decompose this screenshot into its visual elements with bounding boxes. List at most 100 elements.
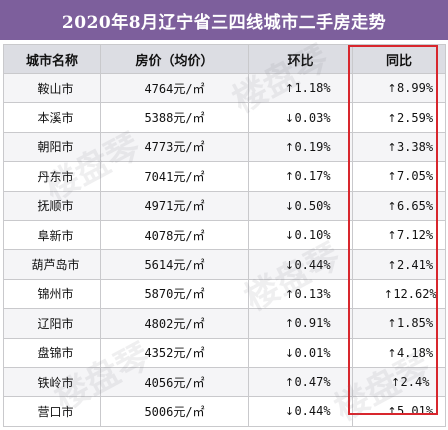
mom-value: 0.50% <box>294 198 331 213</box>
table-row: 抚顺市 4971元/㎡ ↓0.50% ↑6.65% <box>3 190 446 221</box>
mom-value: 1.18% <box>294 81 331 96</box>
table-row: 鞍山市 4764元/㎡ ↑1.18% ↑8.99% <box>3 72 446 104</box>
city-cell: 丹东市 <box>3 161 101 192</box>
mom-arrow-icon: ↓ <box>284 258 295 272</box>
yoy-value: 7.05% <box>396 169 434 184</box>
yoy-arrow-icon: ↑ <box>387 82 397 96</box>
mom-value: 0.19% <box>294 139 331 154</box>
yoy-cell: ↑8.99% <box>352 72 446 104</box>
city-cell: 朝阳市 <box>3 131 101 163</box>
mom-value: 0.91% <box>294 316 331 331</box>
price-cell: 5870元/㎡ <box>100 278 249 310</box>
yoy-arrow-icon: ↑ <box>387 346 397 360</box>
yoy-cell: ↑7.12% <box>352 219 446 251</box>
yoy-value: 12.62% <box>393 286 437 301</box>
yoy-value: 2.4% <box>400 375 430 390</box>
yoy-value: 8.99% <box>396 81 434 96</box>
yoy-value: 2.41% <box>396 257 434 272</box>
mom-cell: ↓0.10% <box>248 219 353 251</box>
mom-arrow-icon: ↑ <box>284 170 295 184</box>
price-cell: 5614元/㎡ <box>100 249 249 280</box>
yoy-cell: ↑2.4% <box>352 366 446 398</box>
city-cell: 本溪市 <box>3 102 101 133</box>
header-yoy: 同比 <box>352 44 446 74</box>
mom-cell: ↓0.50% <box>248 190 353 221</box>
yoy-cell: ↑12.62% <box>352 278 446 310</box>
mom-value: 0.44% <box>294 257 331 272</box>
mom-arrow-icon: ↓ <box>284 229 295 243</box>
mom-arrow-icon: ↑ <box>284 82 295 96</box>
table-row: 锦州市 5870元/㎡ ↑0.13% ↑12.62% <box>3 278 446 310</box>
mom-arrow-icon: ↓ <box>284 346 295 360</box>
city-cell: 鞍山市 <box>3 72 101 104</box>
mom-value: 0.47% <box>294 375 331 390</box>
city-cell: 葫芦岛市 <box>3 249 101 280</box>
yoy-arrow-icon: ↑ <box>387 229 397 243</box>
yoy-arrow-icon: ↑ <box>387 317 397 331</box>
table-row: 辽阳市 4802元/㎡ ↑0.91% ↑1.85% <box>3 308 446 339</box>
yoy-cell: ↑2.59% <box>352 102 446 133</box>
yoy-value: 3.38% <box>396 139 434 154</box>
price-cell: 4802元/㎡ <box>100 308 249 339</box>
header-price: 房价（均价） <box>100 44 249 74</box>
city-cell: 抚顺市 <box>3 190 101 221</box>
city-cell: 铁岭市 <box>3 366 101 398</box>
mom-arrow-icon: ↑ <box>284 317 295 331</box>
mom-cell: ↓0.03% <box>248 102 353 133</box>
price-cell: 4056元/㎡ <box>100 366 249 398</box>
yoy-arrow-icon: ↑ <box>387 111 397 125</box>
yoy-arrow-icon: ↑ <box>387 170 397 184</box>
mom-cell: ↓0.01% <box>248 337 353 368</box>
yoy-arrow-icon: ↑ <box>390 376 401 390</box>
header-city: 城市名称 <box>3 44 101 74</box>
yoy-value: 2.59% <box>396 110 434 125</box>
price-table: 城市名称 房价（均价） 环比 同比 鞍山市 4764元/㎡ ↑1.18% ↑8.99%… <box>3 44 446 427</box>
city-cell: 营口市 <box>3 396 101 427</box>
mom-cell: ↓0.44% <box>248 249 353 280</box>
yoy-arrow-icon: ↑ <box>383 287 393 301</box>
table-row: 朝阳市 4773元/㎡ ↑0.19% ↑3.38% <box>3 131 446 163</box>
city-cell: 阜新市 <box>3 219 101 251</box>
price-cell: 5388元/㎡ <box>100 102 249 133</box>
mom-value: 0.13% <box>294 286 331 301</box>
mom-arrow-icon: ↑ <box>284 376 295 390</box>
yoy-cell: ↑1.85% <box>352 308 446 339</box>
yoy-value: 6.65% <box>396 198 434 213</box>
yoy-value: 5.01% <box>396 404 434 419</box>
mom-cell: ↑1.18% <box>248 72 353 104</box>
yoy-cell: ↑4.18% <box>352 337 446 368</box>
table-row: 盘锦市 4352元/㎡ ↓0.01% ↑4.18% <box>3 337 446 368</box>
mom-cell: ↑0.91% <box>248 308 353 339</box>
yoy-cell: ↑3.38% <box>352 131 446 163</box>
mom-cell: ↑0.19% <box>248 131 353 163</box>
table-row: 营口市 5006元/㎡ ↓0.44% ↑5.01% <box>3 396 446 427</box>
mom-value: 0.10% <box>294 228 331 243</box>
city-cell: 辽阳市 <box>3 308 101 339</box>
price-cell: 7041元/㎡ <box>100 161 249 192</box>
city-cell: 盘锦市 <box>3 337 101 368</box>
table-row: 铁岭市 4056元/㎡ ↑0.47% ↑2.4% <box>3 366 446 398</box>
table-header-row: 城市名称 房价（均价） 环比 同比 <box>3 44 446 74</box>
page-title: 2020年8月辽宁省三四线城市二手房走势 <box>0 0 448 40</box>
mom-arrow-icon: ↑ <box>284 287 295 301</box>
mom-value: 0.17% <box>294 169 331 184</box>
yoy-value: 4.18% <box>396 345 434 360</box>
yoy-arrow-icon: ↑ <box>387 405 397 419</box>
mom-value: 0.03% <box>294 110 331 125</box>
mom-cell: ↑0.13% <box>248 278 353 310</box>
mom-cell: ↑0.47% <box>248 366 353 398</box>
price-cell: 4352元/㎡ <box>100 337 249 368</box>
price-cell: 5006元/㎡ <box>100 396 249 427</box>
table-row: 阜新市 4078元/㎡ ↓0.10% ↑7.12% <box>3 219 446 251</box>
mom-cell: ↑0.17% <box>248 161 353 192</box>
header-mom: 环比 <box>248 44 353 74</box>
mom-value: 0.01% <box>294 345 331 360</box>
price-cell: 4773元/㎡ <box>100 131 249 163</box>
mom-cell: ↓0.44% <box>248 396 353 427</box>
mom-arrow-icon: ↑ <box>284 140 295 154</box>
yoy-cell: ↑2.41% <box>352 249 446 280</box>
mom-arrow-icon: ↓ <box>284 111 295 125</box>
mom-arrow-icon: ↓ <box>284 405 295 419</box>
yoy-cell: ↑6.65% <box>352 190 446 221</box>
price-cell: 4078元/㎡ <box>100 219 249 251</box>
